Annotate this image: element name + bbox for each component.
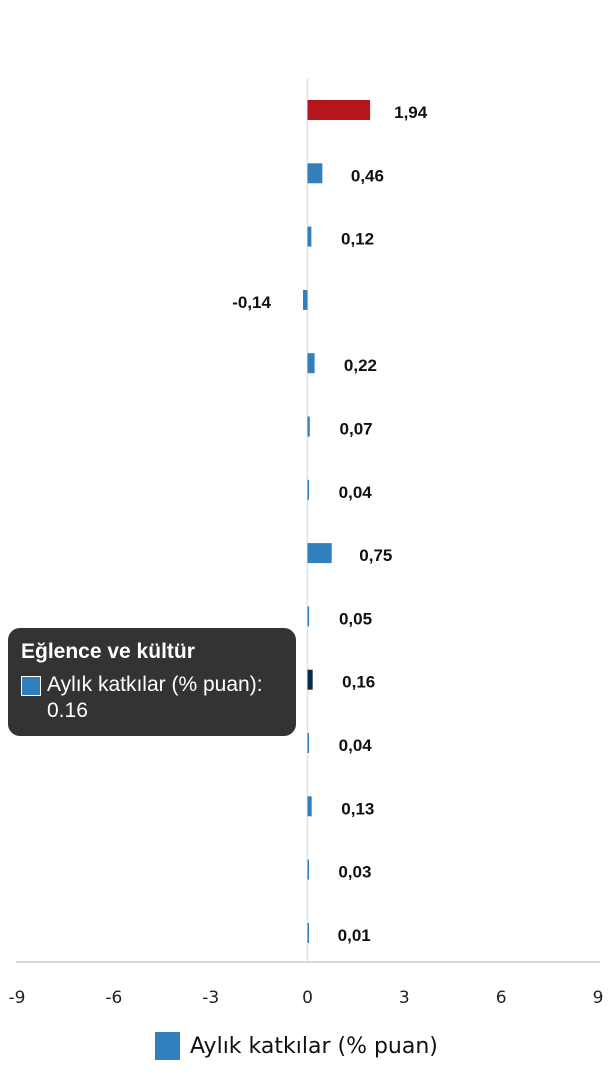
data-label: 0,13 — [341, 799, 374, 818]
data-label: 0,04 — [339, 483, 373, 502]
bar[interactable] — [307, 543, 332, 564]
legend-swatch — [155, 1032, 180, 1060]
data-label: 0,22 — [344, 356, 377, 375]
tooltip: Eğlence ve kültür Aylık katkılar (% puan… — [8, 628, 296, 736]
legend-label: Aylık katkılar (% puan) — [190, 1033, 438, 1059]
tooltip-value: Aylık katkılar (% puan): 0.16 — [47, 673, 263, 722]
bar[interactable] — [307, 859, 310, 880]
x-tick-label: -6 — [105, 988, 122, 1008]
data-label: 0,03 — [338, 863, 371, 882]
bar[interactable] — [307, 733, 310, 753]
bar[interactable] — [302, 289, 308, 310]
data-label: 0,16 — [342, 673, 375, 692]
bar[interactable] — [307, 796, 312, 817]
bar[interactable] — [307, 669, 313, 690]
bar-chart: -9 -6 -3 0 3 6 9 1,94 0,46 0,12 -0,14 0,22 0,07 0,04 0… — [9, 78, 604, 1008]
data-label: 1,94 — [394, 103, 428, 122]
tooltip-title: Eğlence ve kültür — [21, 640, 195, 663]
x-tick-label: -9 — [9, 988, 26, 1008]
data-label: 0,46 — [351, 166, 384, 185]
bar[interactable] — [307, 100, 371, 120]
data-label: 0,12 — [341, 230, 374, 249]
bar[interactable] — [307, 163, 323, 184]
data-label: 0,07 — [340, 420, 373, 439]
legend[interactable]: Aylık katkılar (% puan) — [155, 1032, 438, 1060]
data-label: 0,01 — [338, 926, 371, 945]
tooltip-swatch — [21, 676, 41, 696]
bar[interactable] — [307, 606, 310, 627]
x-tick-label: 0 — [302, 988, 313, 1008]
data-label: 0,05 — [339, 609, 372, 628]
x-tick-label: 6 — [496, 988, 507, 1008]
bar[interactable] — [307, 922, 310, 943]
bar[interactable] — [307, 479, 310, 500]
bar[interactable] — [307, 226, 312, 247]
x-tick-label: -3 — [202, 988, 219, 1008]
bar[interactable] — [307, 353, 315, 374]
data-label: 0,75 — [359, 546, 392, 565]
x-tick-label: 3 — [399, 988, 410, 1008]
data-label: 0,04 — [339, 736, 373, 755]
data-label: -0,14 — [232, 293, 271, 312]
bar[interactable] — [307, 416, 310, 437]
x-tick-label: 9 — [593, 988, 604, 1008]
